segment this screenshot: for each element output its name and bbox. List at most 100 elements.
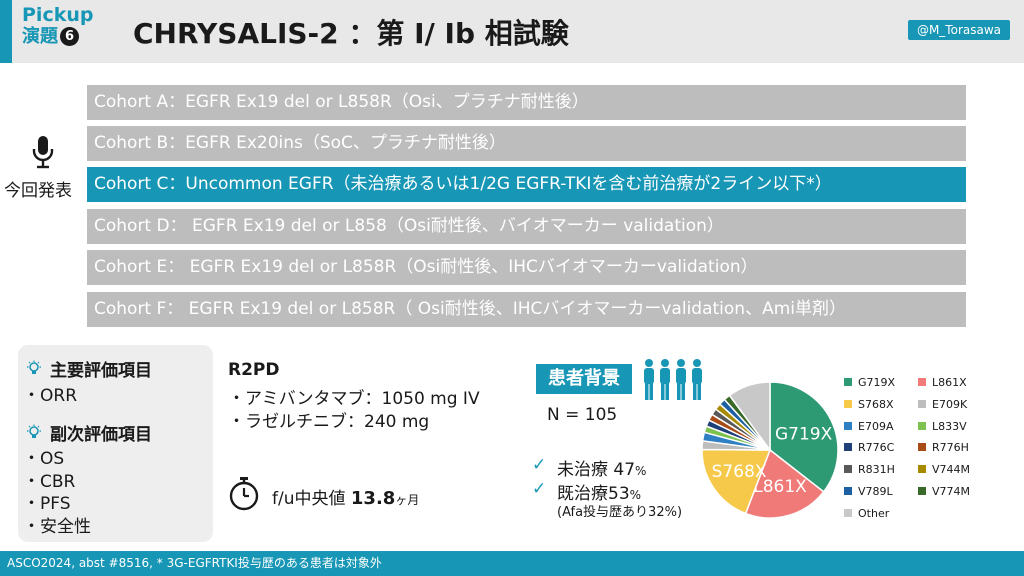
pie-label-s768x: S768X	[712, 462, 767, 482]
legend-label: G719X	[858, 376, 896, 389]
primary-endpoint-heading: 主要評価項目	[50, 361, 152, 381]
legend-swatch	[918, 421, 926, 430]
pie-slice-e709a	[701, 431, 771, 451]
followup-value: 13.8	[350, 488, 396, 509]
pie-slice-v744m	[714, 403, 771, 451]
legend-swatch	[844, 378, 852, 386]
pretreated-unit: %	[629, 488, 642, 502]
lightbulb-icon	[27, 360, 41, 374]
untreated-unit: %	[635, 464, 647, 478]
legend-item-v744m: V744M	[918, 463, 970, 477]
page-title: CHRYSALIS-2 ：第 I/ Ib 相試験	[133, 17, 569, 50]
legend-label: R776C	[858, 441, 895, 455]
legend-label: S768X	[858, 397, 894, 411]
secondary-endpoint-item: ・安全性	[23, 517, 91, 537]
legend-label: V774M	[932, 485, 971, 498]
pickup-label: Pickup	[22, 4, 94, 26]
pretreated-value: 既治療53	[557, 484, 630, 504]
legend-swatch	[918, 487, 926, 495]
header-accent	[0, 0, 12, 63]
legend-label: E709A	[858, 419, 894, 433]
legend-swatch	[918, 378, 926, 386]
legend-swatch	[844, 421, 852, 430]
legend-item-r776c: R776C	[844, 441, 894, 455]
pretreated-line: 既治療53%	[557, 479, 641, 504]
footer-citation: ASCO2024, abst #8516, * 3G-EGFRTKI投与歴のある…	[0, 551, 1024, 576]
legend-label: V744M	[932, 463, 971, 477]
author-handle: @M_Torasawa	[907, 20, 1010, 40]
legend-swatch	[844, 443, 852, 452]
patient-background-label: 患者背景	[536, 364, 632, 394]
pie-slice-s768x	[701, 448, 772, 515]
pie-slice-r831h	[711, 408, 771, 451]
secondary-endpoint-item: ・CBR	[23, 472, 76, 492]
current-presentation-label: 今回発表	[4, 181, 72, 201]
cohort-d: Cohort D： EGFR Ex19 del or L858（Osi耐性後、バ…	[87, 209, 966, 244]
pie-label-l861x: L861X	[753, 477, 807, 497]
lightbulb-icon	[27, 424, 41, 438]
cohort-e: Cohort E： EGFR Ex19 del or L858R（Osi耐性後、…	[87, 250, 966, 285]
legend-swatch	[918, 399, 926, 408]
secondary-endpoint-heading: 副次評価項目	[50, 425, 152, 445]
afatinib-note: (Afa投与歴あり32%)	[557, 505, 683, 520]
people-icon	[644, 359, 702, 400]
legend-item-l833v: L833V	[918, 420, 967, 434]
check-icon: ✓	[532, 479, 547, 499]
legend-label: E709K	[932, 397, 968, 411]
r2pd-item: ・アミバンタマブ：1050 mg IV	[228, 389, 480, 409]
legend-swatch	[844, 508, 852, 517]
legend-swatch	[844, 487, 852, 495]
legend-item-r776h: R776H	[918, 441, 969, 455]
legend-item-l861x: L861X	[918, 376, 967, 390]
pie-slice-r776h	[707, 413, 771, 451]
legend-label: L861X	[932, 376, 967, 389]
presentation-text: 演題	[22, 26, 58, 47]
r2pd-title: R2PD	[228, 360, 280, 380]
presentation-label: 演題 6	[22, 26, 93, 48]
primary-endpoint-item: ・ORR	[23, 386, 78, 406]
stopwatch-icon	[229, 477, 259, 511]
pie-label-g719x: G719X	[775, 425, 833, 445]
endpoints-panel	[18, 345, 213, 542]
pie-slice-v774m	[723, 394, 771, 451]
legend-label: L833V	[932, 419, 967, 433]
cohort-c: Cohort C：Uncommon EGFR（未治療あるいは1/2G EGFR-…	[87, 167, 966, 202]
pie-slice-l833v	[703, 425, 771, 451]
pickup-badge: Pickup 演題 6	[22, 4, 93, 48]
legend-item-e709k: E709K	[918, 398, 967, 412]
secondary-endpoint-item: ・PFS	[23, 494, 71, 514]
untreated-line: 未治療 47%	[557, 455, 646, 480]
untreated-value: 未治療 47	[557, 460, 636, 480]
legend-item-s768x: S768X	[844, 398, 894, 412]
secondary-endpoint-item: ・OS	[23, 449, 65, 469]
pie-slice-r776c	[705, 419, 771, 451]
legend-swatch	[844, 465, 852, 474]
followup-median: f/u中央値 13.8ヶ月	[272, 484, 419, 509]
legend-label: Other	[858, 506, 890, 520]
legend-item-g719x: G719X	[844, 376, 895, 390]
cohort-b: Cohort B：EGFR Ex20ins（SoC、プラチナ耐性後）	[87, 126, 966, 161]
legend-label: R831H	[858, 463, 895, 477]
presentation-number: 6	[60, 27, 79, 46]
patient-count: N = 105	[547, 405, 618, 425]
pie-slice-l861x	[744, 448, 825, 519]
pie-slice-other	[728, 381, 771, 453]
legend-swatch	[844, 399, 852, 408]
microphone-icon	[32, 136, 54, 169]
legend-label: V789L	[858, 485, 893, 498]
pie-slice-e709k	[701, 439, 771, 451]
legend-item-other: Other	[844, 507, 889, 521]
legend-swatch	[918, 465, 926, 474]
followup-unit: ヶ月	[395, 493, 420, 507]
legend-item-e709a: E709A	[844, 420, 893, 434]
legend-label: R776H	[932, 441, 969, 455]
header-bar	[0, 0, 1024, 63]
followup-prefix: f/u中央値	[272, 489, 351, 509]
legend-item-v789l: V789L	[844, 485, 893, 499]
cohort-f: Cohort F： EGFR Ex19 del or L858R（ Osi耐性後…	[87, 292, 966, 327]
legend-swatch	[918, 443, 926, 452]
pie-slice-g719x	[769, 381, 839, 493]
cohort-a: Cohort A：EGFR Ex19 del or L858R（Osi、プラチナ…	[87, 85, 966, 120]
legend-item-r831h: R831H	[844, 463, 895, 477]
check-icon: ✓	[532, 455, 547, 475]
